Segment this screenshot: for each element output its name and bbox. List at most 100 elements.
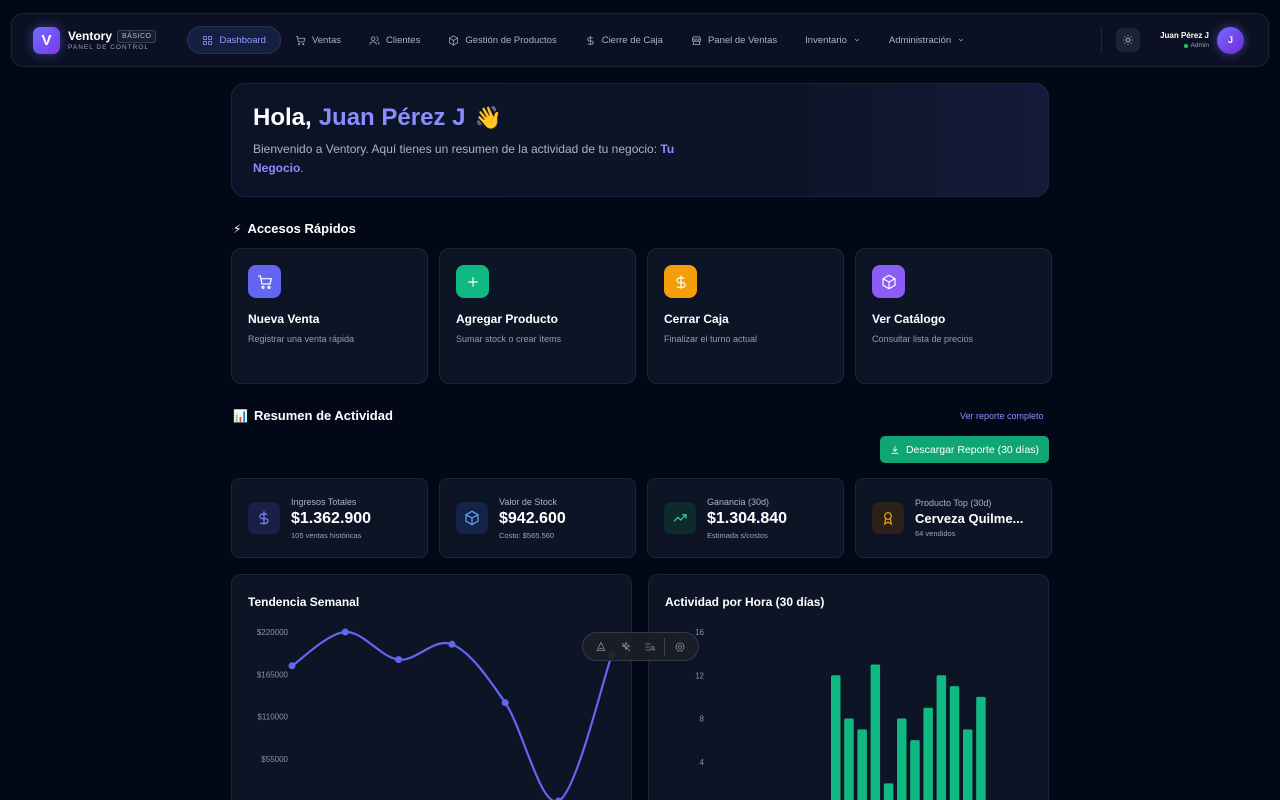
bar[interactable] [857, 729, 867, 800]
bar[interactable] [949, 686, 960, 800]
quick-access-subtitle: Consultar lista de precios [872, 334, 974, 344]
navbar-divider [1101, 27, 1103, 53]
stat-label: Valor de Stock [499, 496, 557, 507]
quick-access-ver-catalogo[interactable]: Ver Catálogo Consultar lista de precios [855, 248, 1052, 384]
stat-value: $1.304.840 [707, 509, 788, 527]
nav-item-ventas[interactable]: Ventas [281, 26, 355, 54]
stat-subtext: Estimada s/costos [707, 530, 768, 540]
nav-item-label: Clientes [386, 34, 421, 46]
data-point[interactable] [448, 640, 456, 648]
dollar-icon [664, 265, 697, 298]
bar[interactable] [831, 675, 841, 800]
bar[interactable] [883, 783, 894, 800]
nav-item-label: Panel de Ventas [707, 34, 778, 46]
nav-item-clientes[interactable]: Clientes [355, 26, 434, 54]
stat-subtext: 105 ventas históricas [291, 530, 362, 540]
bar[interactable] [870, 664, 881, 800]
series-line [291, 630, 613, 800]
plus-icon [456, 265, 489, 298]
nav-item-gestion-productos[interactable]: Gestión de Productos [434, 26, 570, 54]
theme-toggle-button[interactable] [1116, 28, 1141, 52]
data-point[interactable] [501, 699, 509, 707]
welcome-end: . [300, 161, 304, 175]
y-tick-label: 8 [700, 715, 705, 724]
quick-access-title: Nueva Venta [248, 312, 320, 326]
hourly-activity-chart: Actividad por Hora (30 días) 16 12 8 4 [648, 574, 1049, 800]
quick-access-title: Ver Catálogo [872, 312, 946, 326]
nav-item-label: Gestión de Productos [465, 34, 557, 46]
box-icon [449, 34, 459, 46]
nav-item-inventario[interactable]: Inventario [791, 26, 875, 54]
box-icon [456, 502, 488, 534]
nav-item-cierre-caja[interactable]: Cierre de Caja [571, 26, 677, 54]
section-title-label: Resumen de Actividad [253, 408, 393, 423]
brand-logo: V [33, 26, 60, 54]
brand-name: Ventory [68, 29, 113, 43]
quick-access-subtitle: Finalizar el turno actual [664, 334, 758, 344]
data-point[interactable] [288, 662, 296, 670]
bar[interactable] [897, 718, 907, 800]
quick-access-grid: Nueva Venta Registrar una venta rápida A… [231, 248, 1052, 384]
dollar-icon [587, 35, 594, 45]
bar[interactable] [976, 696, 986, 800]
toolbar-button-b[interactable] [616, 637, 636, 657]
bar[interactable] [844, 718, 854, 800]
bar[interactable] [936, 675, 947, 800]
bar[interactable] [910, 740, 920, 800]
sparkle-icon [621, 640, 631, 651]
chart-title: Tendencia Semanal [248, 595, 360, 609]
toolbar-button-c[interactable] [640, 637, 660, 657]
welcome-user-name: Juan Pérez J [318, 104, 466, 131]
activity-summary-title: 📊 Resumen de Actividad [233, 408, 393, 423]
user-role: Admin [1183, 42, 1209, 49]
brand[interactable]: V Ventory BÁSICO PANEL DE CONTROL [33, 26, 157, 54]
user-menu[interactable]: Juan Pérez J Admin J [1160, 26, 1244, 54]
bar-chart-svg: 16 12 8 4 [695, 628, 986, 800]
nav-item-panel-ventas[interactable]: Panel de Ventas [677, 26, 791, 54]
bar[interactable] [923, 707, 933, 800]
quick-access-nueva-venta[interactable]: Nueva Venta Registrar una venta rápida [231, 248, 428, 384]
welcome-title: Hola, Juan Pérez J 👋 [253, 104, 1027, 132]
quick-access-title: Cerrar Caja [664, 312, 729, 326]
data-point[interactable] [395, 656, 403, 664]
quick-access-cerrar-caja[interactable]: Cerrar Caja Finalizar el turno actual [647, 248, 844, 384]
line-chart-svg: $220000 $165000 $110000 $55000 [257, 628, 616, 800]
toolbar-settings-button[interactable] [670, 637, 690, 657]
toolbar-button-a[interactable] [591, 637, 611, 657]
welcome-card: Hola, Juan Pérez J 👋 Bienvenido a Ventor… [231, 83, 1049, 197]
quick-access-agregar-producto[interactable]: Agregar Producto Sumar stock o crear íte… [439, 248, 636, 384]
y-tick-label: 12 [695, 671, 704, 680]
welcome-text: Bienvenido a Ventory. Aquí tienes un res… [253, 140, 693, 178]
full-report-link[interactable]: Ver reporte completo [960, 411, 1044, 421]
stat-valor-stock: Valor de Stock $942.600 Costo: $565.560 [439, 478, 636, 558]
weekly-trend-chart: Tendencia Semanal $220000 $165000 $110000 $… [231, 574, 632, 800]
chart-title: Actividad por Hora (30 días) [665, 595, 825, 609]
plan-badge: BÁSICO [117, 29, 157, 43]
download-report-button[interactable]: Descargar Reporte (30 días) [880, 436, 1049, 463]
stat-label: Producto Top (30d) [915, 498, 992, 508]
floating-toolbar [582, 632, 699, 661]
bar[interactable] [963, 729, 973, 800]
nav-item-dashboard[interactable]: Dashboard [187, 26, 281, 54]
y-tick-label: 4 [700, 758, 705, 767]
data-point[interactable] [555, 797, 562, 800]
store-icon [691, 35, 701, 45]
nav-item-label: Ventas [311, 34, 342, 46]
avatar[interactable]: J [1217, 26, 1244, 54]
stat-producto-top: Producto Top (30d) Cerveza Quilme... 64 … [855, 478, 1052, 558]
stats-grid: Ingresos Totales $1.362.900 105 ventas h… [231, 478, 1052, 558]
stat-value: $942.600 [499, 509, 566, 527]
chevron-down-icon [959, 38, 964, 42]
gear-icon [675, 642, 685, 651]
data-point[interactable] [341, 628, 349, 636]
nav-item-label: Administración [888, 34, 952, 46]
stat-label: Ganancia (30d) [707, 496, 770, 507]
nav-item-administracion[interactable]: Administración [875, 26, 979, 54]
y-tick-label: $55000 [261, 755, 288, 764]
download-report-label: Descargar Reporte (30 días) [905, 443, 1040, 456]
stat-ganancia: Ganancia (30d) $1.304.840 Estimada s/cos… [647, 478, 844, 558]
main-nav: Dashboard Ventas Clientes Gestión de Pro… [187, 26, 979, 54]
user-name: Juan Pérez J [1160, 31, 1209, 40]
cursor-icon [596, 641, 606, 651]
lightning-icon: ⚡ [233, 221, 242, 236]
